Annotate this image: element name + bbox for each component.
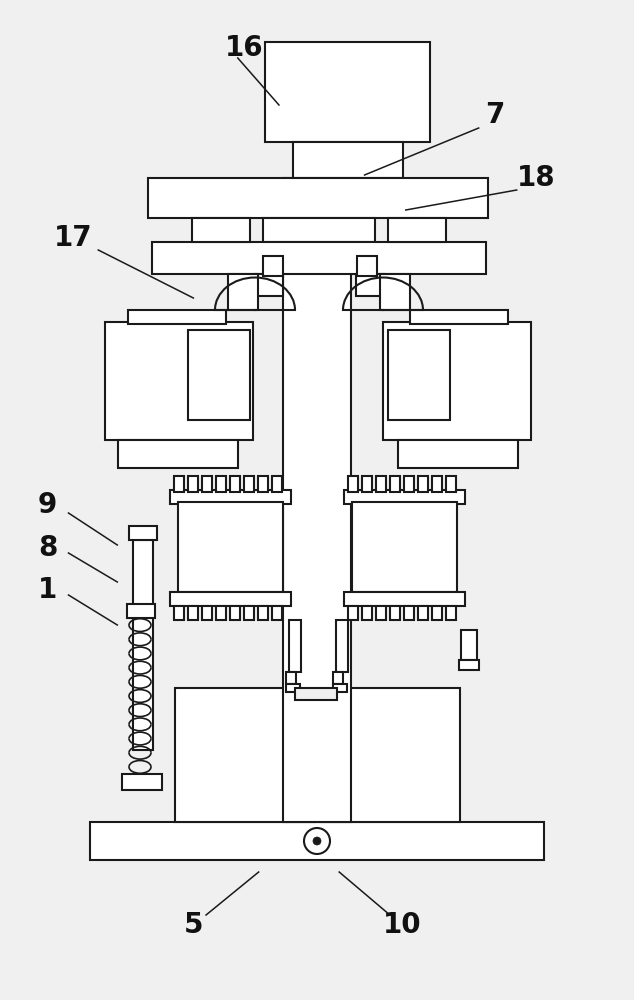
Bar	[188, 476, 198, 492]
Bar	[352, 502, 457, 592]
Text: 17: 17	[54, 224, 92, 252]
Bar	[432, 476, 442, 492]
Bar	[390, 606, 400, 620]
Bar	[383, 322, 531, 440]
Bar	[202, 606, 212, 620]
Bar	[344, 592, 465, 606]
Bar	[255, 274, 283, 296]
Text: 16: 16	[225, 34, 263, 62]
Bar	[336, 620, 348, 672]
Bar	[133, 540, 153, 750]
Circle shape	[304, 828, 330, 854]
Bar	[390, 476, 400, 492]
Bar	[461, 630, 477, 660]
Text: 8: 8	[38, 534, 57, 562]
Bar	[446, 606, 456, 620]
Bar	[388, 218, 446, 242]
Bar	[380, 274, 410, 310]
Bar	[362, 476, 372, 492]
Bar	[174, 606, 184, 620]
Bar	[432, 606, 442, 620]
Bar	[295, 688, 337, 700]
Bar	[410, 310, 508, 324]
Bar	[216, 476, 226, 492]
Bar	[127, 604, 155, 618]
Bar	[459, 660, 479, 670]
Bar	[344, 490, 465, 504]
Bar	[446, 476, 456, 492]
Bar	[258, 606, 268, 620]
Bar	[170, 490, 291, 504]
Bar	[188, 330, 250, 420]
Bar	[265, 42, 430, 142]
Bar	[333, 672, 343, 684]
Bar	[244, 476, 254, 492]
Bar	[90, 822, 544, 860]
Bar	[286, 684, 300, 692]
Bar	[170, 592, 291, 606]
Bar	[228, 274, 258, 310]
Bar	[289, 620, 301, 672]
Text: 1: 1	[38, 576, 57, 604]
Bar	[293, 142, 403, 178]
Bar	[388, 330, 450, 420]
Bar	[152, 242, 486, 274]
Bar	[404, 606, 414, 620]
Bar	[263, 218, 375, 242]
Text: 10: 10	[384, 911, 422, 939]
Bar	[348, 606, 358, 620]
Bar	[283, 178, 351, 822]
Bar	[272, 606, 282, 620]
Bar	[398, 440, 518, 468]
Bar	[272, 476, 282, 492]
Bar	[404, 476, 414, 492]
Bar	[105, 322, 253, 440]
Bar	[357, 256, 377, 276]
Bar	[320, 688, 460, 822]
Bar	[178, 502, 283, 592]
Bar	[122, 774, 162, 790]
Bar	[333, 684, 347, 692]
Bar	[129, 526, 157, 540]
Text: 5: 5	[184, 911, 203, 939]
Bar	[118, 440, 238, 468]
Bar	[258, 476, 268, 492]
Bar	[376, 476, 386, 492]
Bar	[175, 688, 315, 822]
Bar	[230, 476, 240, 492]
Bar	[188, 606, 198, 620]
Text: 18: 18	[517, 164, 555, 192]
Bar	[418, 476, 428, 492]
Bar	[263, 256, 283, 276]
Text: 7: 7	[485, 101, 504, 129]
Bar	[286, 672, 296, 684]
Circle shape	[313, 837, 321, 845]
Bar	[230, 606, 240, 620]
Bar	[376, 606, 386, 620]
Bar	[348, 476, 358, 492]
Text: 9: 9	[38, 491, 57, 519]
Bar	[244, 606, 254, 620]
Bar	[418, 606, 428, 620]
Bar	[174, 476, 184, 492]
Bar	[148, 178, 488, 218]
Bar	[192, 218, 250, 242]
Bar	[356, 274, 384, 296]
Bar	[128, 310, 226, 324]
Bar	[202, 476, 212, 492]
Bar	[362, 606, 372, 620]
Bar	[216, 606, 226, 620]
